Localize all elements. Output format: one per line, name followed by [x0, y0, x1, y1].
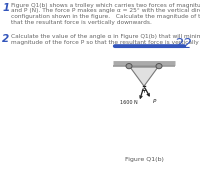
Text: Figure Q1(b): Figure Q1(b) — [125, 157, 163, 162]
Text: 2: 2 — [2, 34, 10, 44]
Text: Figure Q1(b) shows a trolley which carries two forces of magnitudes 1600 N: Figure Q1(b) shows a trolley which carri… — [11, 3, 200, 8]
Text: configuration shown in the figure.   Calculate the magnitude of the force P so: configuration shown in the figure. Calcu… — [11, 14, 200, 19]
Polygon shape — [130, 67, 158, 86]
Text: that the resultant force is vertically downwards.: that the resultant force is vertically d… — [11, 20, 152, 25]
Text: magnitude of the force P so that the resultant force is vertically downwards.: magnitude of the force P so that the res… — [11, 40, 200, 45]
Text: 1600 N: 1600 N — [120, 100, 138, 105]
Text: Calculate the value of the angle α in Figure Q1(b) that will minimize the: Calculate the value of the angle α in Fi… — [11, 34, 200, 39]
Text: 22: 22 — [175, 37, 193, 51]
Text: 1: 1 — [2, 3, 10, 13]
Circle shape — [126, 64, 132, 69]
Circle shape — [156, 64, 162, 69]
Text: P: P — [153, 99, 156, 104]
Text: and P (N). The force P makes angle α = 25° with the vertical direction in the: and P (N). The force P makes angle α = 2… — [11, 8, 200, 13]
